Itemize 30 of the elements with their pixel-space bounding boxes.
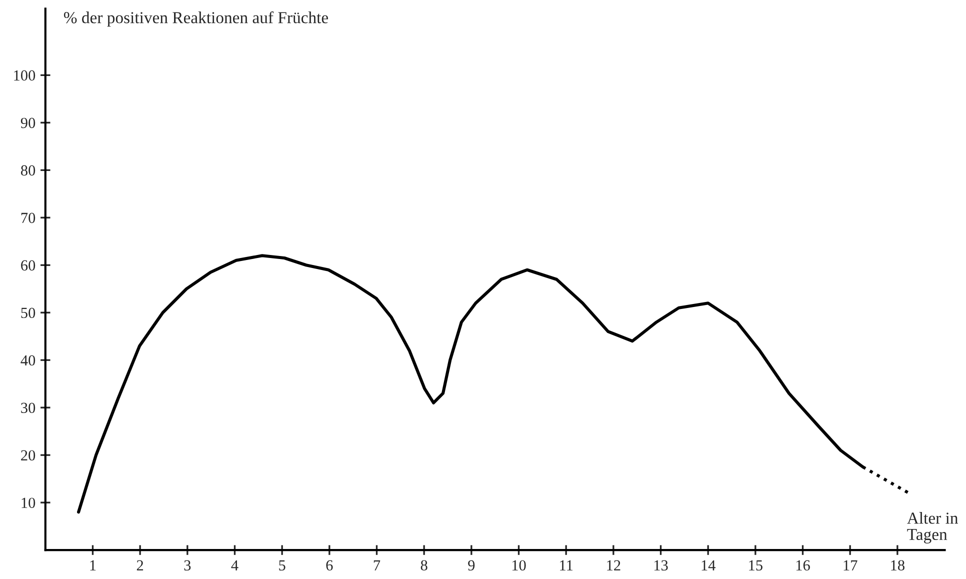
x-tick-label: 8 bbox=[420, 560, 428, 571]
x-tick-label: 1 bbox=[90, 560, 96, 570]
x-tick-label: 7 bbox=[374, 560, 380, 570]
y-axis-title: % der positiven Reaktionen auf Früchte bbox=[64, 11, 328, 27]
x-tick-label: 15 bbox=[749, 560, 762, 571]
x-tick-label: 18 bbox=[891, 560, 904, 571]
y-tick-label: 50 bbox=[21, 308, 36, 318]
y-tick-label: 80 bbox=[20, 165, 36, 176]
x-tick-label: 4 bbox=[231, 560, 238, 570]
y-tick-label: 10 bbox=[22, 498, 36, 508]
x-tick-label: 6 bbox=[326, 560, 333, 571]
x-tick-label: 16 bbox=[796, 560, 810, 571]
x-tick-label: 9 bbox=[468, 560, 475, 571]
y-tick-label: 30 bbox=[21, 402, 36, 414]
y-tick-label: 40 bbox=[20, 355, 36, 366]
y-tick-label: 100 bbox=[14, 70, 36, 81]
x-tick-label: 14 bbox=[702, 560, 716, 570]
x-tick-label: 2 bbox=[136, 560, 144, 570]
x-tick-label: 5 bbox=[279, 560, 286, 571]
x-tick-label: 3 bbox=[184, 560, 191, 571]
y-tick-label: 60 bbox=[21, 260, 36, 271]
y-tick-label: 20 bbox=[21, 450, 36, 461]
x-tick-label: 17 bbox=[844, 560, 858, 570]
x-tick-label: 12 bbox=[607, 560, 620, 570]
x-tick-label: 10 bbox=[512, 560, 526, 571]
x-tick-label: 11 bbox=[560, 560, 573, 570]
x-axis-title: Alter in Tagen bbox=[907, 512, 958, 544]
y-tick-label: 70 bbox=[21, 212, 36, 224]
y-tick-label: 90 bbox=[20, 118, 36, 128]
x-tick-label: 13 bbox=[654, 560, 668, 571]
